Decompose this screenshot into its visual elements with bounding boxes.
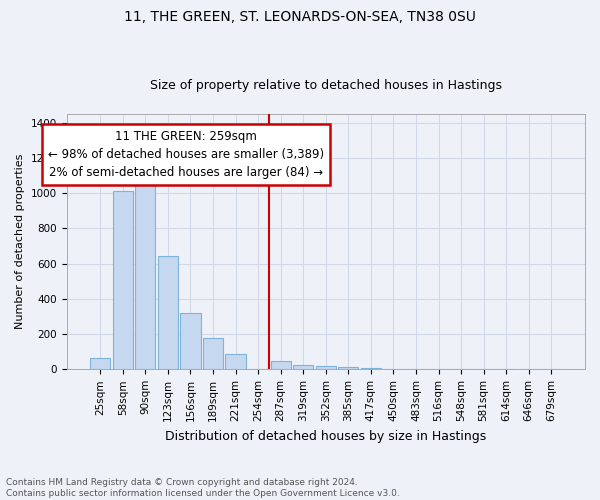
Bar: [316, 366, 336, 370]
Title: Size of property relative to detached houses in Hastings: Size of property relative to detached ho…: [150, 79, 502, 92]
Bar: [338, 366, 358, 370]
Text: 11 THE GREEN: 259sqm
← 98% of detached houses are smaller (3,389)
2% of semi-det: 11 THE GREEN: 259sqm ← 98% of detached h…: [48, 130, 324, 179]
Bar: [90, 358, 110, 370]
Bar: [361, 368, 381, 370]
Bar: [158, 256, 178, 370]
Bar: [203, 338, 223, 370]
Bar: [271, 362, 291, 370]
Bar: [293, 365, 313, 370]
X-axis label: Distribution of detached houses by size in Hastings: Distribution of detached houses by size …: [165, 430, 487, 442]
Bar: [135, 178, 155, 370]
Bar: [181, 313, 200, 370]
Bar: [113, 192, 133, 370]
Bar: [226, 354, 246, 370]
Text: 11, THE GREEN, ST. LEONARDS-ON-SEA, TN38 0SU: 11, THE GREEN, ST. LEONARDS-ON-SEA, TN38…: [124, 10, 476, 24]
Y-axis label: Number of detached properties: Number of detached properties: [15, 154, 25, 330]
Text: Contains HM Land Registry data © Crown copyright and database right 2024.
Contai: Contains HM Land Registry data © Crown c…: [6, 478, 400, 498]
